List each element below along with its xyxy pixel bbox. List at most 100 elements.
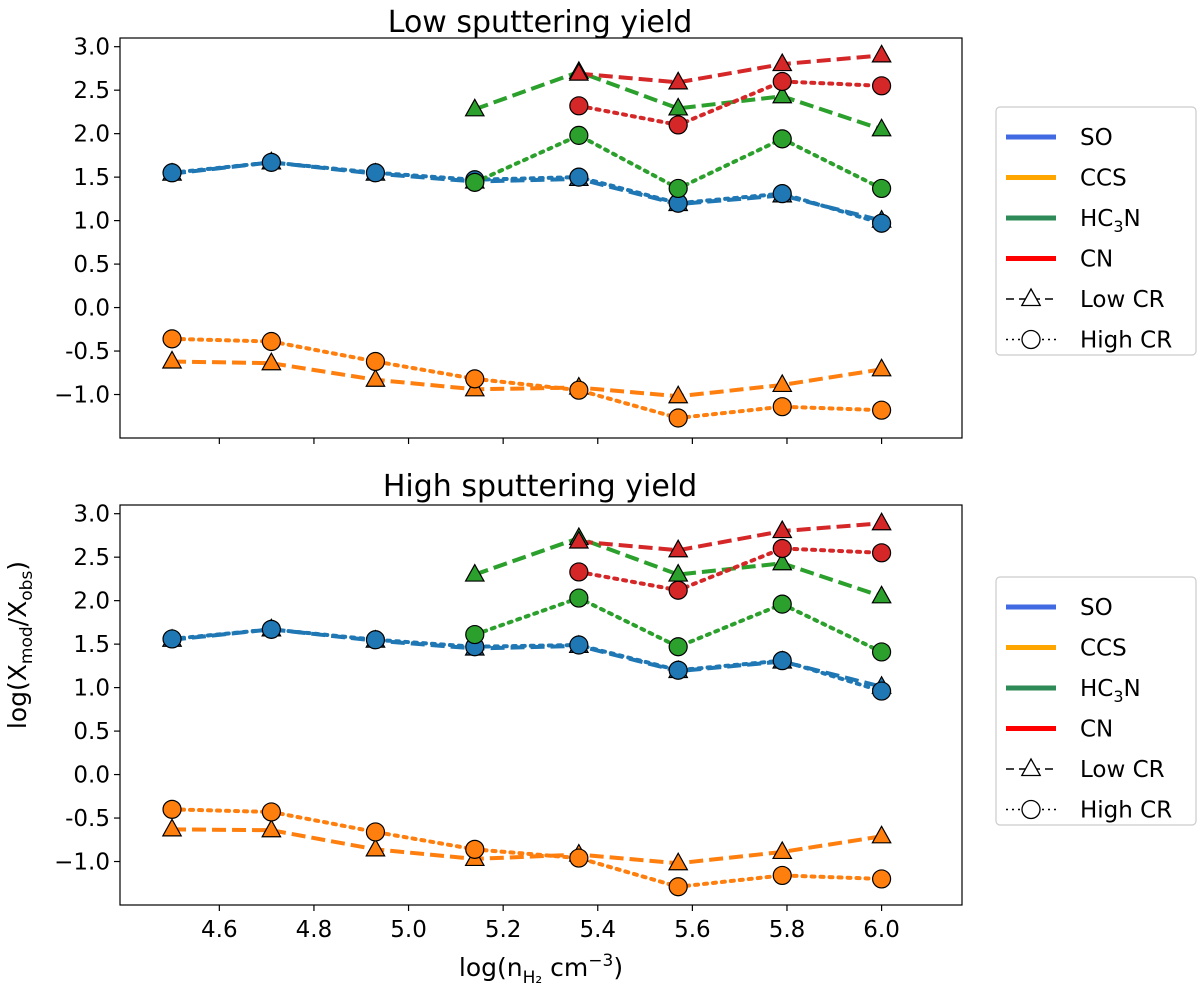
y-tick-label: 3.0 xyxy=(73,35,110,61)
legend-box xyxy=(995,576,1197,826)
marker-ccs-low-cr xyxy=(667,852,689,871)
y-tick-label: −1.0 xyxy=(54,850,110,876)
y-tick-label: 2.0 xyxy=(73,122,110,148)
marker-hc3n-high-cr xyxy=(465,172,485,192)
marker-ccs-high-cr xyxy=(668,408,688,428)
marker-ccs-high-cr xyxy=(871,400,892,420)
series-line-hc3n-low-cr xyxy=(474,69,883,132)
series-line-ccs-high-cr xyxy=(170,807,884,889)
series-line-hc3n-low-cr xyxy=(474,535,883,599)
y-tick-label: 1.5 xyxy=(73,165,110,191)
marker-so-high-cr xyxy=(365,163,386,183)
series-line-so-high-cr xyxy=(170,627,884,694)
series-markers xyxy=(161,44,892,428)
series-line-cn-high-cr xyxy=(576,79,884,128)
marker-hc3n-low-cr xyxy=(464,98,485,117)
marker-ccs-high-cr xyxy=(871,869,892,889)
legend-label-ccs: CCS xyxy=(1080,636,1127,662)
marker-hc3n-high-cr xyxy=(871,642,892,662)
x-tick-label: 5.0 xyxy=(390,917,427,943)
marker-cn-high-cr xyxy=(871,543,892,563)
marker-ccs-high-cr xyxy=(569,848,589,868)
series-lines xyxy=(170,53,884,421)
legend: SO CCS HC3N CN Low CR High CR xyxy=(995,576,1197,826)
y-axis-label: log(Xmod/Xobs) xyxy=(3,561,37,729)
legend-label-ccs: CCS xyxy=(1080,166,1127,192)
y-tick-label: 2.0 xyxy=(73,589,110,615)
marker-cn-high-cr xyxy=(668,580,688,600)
x-tick-label: 5.8 xyxy=(769,917,806,943)
marker-hc3n-low-cr xyxy=(772,552,793,571)
marker-ccs-high-cr xyxy=(365,351,386,372)
marker-ccs-low-cr xyxy=(261,351,282,371)
marker-so-high-cr xyxy=(871,213,892,233)
panel-title: High sputtering yield xyxy=(383,469,697,504)
marker-hc3n-high-cr xyxy=(668,637,688,657)
marker-so-high-cr xyxy=(569,635,589,655)
marker-ccs-low-cr xyxy=(161,818,183,837)
x-tick-label: 5.6 xyxy=(674,917,711,943)
panel-low-sputtering: Low sputtering yield 3.0 2.5 2.0 1.5 1.0 0.5 0… xyxy=(54,5,963,444)
marker-so-high-cr xyxy=(162,629,182,649)
marker-so-high-cr xyxy=(668,660,688,680)
marker-so-high-cr xyxy=(772,651,792,671)
marker-so-high-cr xyxy=(365,630,386,650)
legend-label-so: SO xyxy=(1080,125,1113,151)
marker-ccs-high-cr xyxy=(261,331,281,352)
x-tick-label: 4.8 xyxy=(296,917,333,943)
marker-ccs-high-cr xyxy=(465,369,485,389)
legend-box xyxy=(995,106,1197,356)
legend-label-low-cr: Low CR xyxy=(1080,287,1165,313)
y-tick-label: 1.0 xyxy=(73,676,110,702)
y-tick-label: −1.0 xyxy=(54,383,110,409)
marker-ccs-high-cr xyxy=(365,822,386,842)
x-tick-label: 6.0 xyxy=(863,917,900,943)
panel-high-sputtering: High sputtering yield 3.0 2.5 2.0 1.5 1.0 0.5… xyxy=(54,469,963,943)
marker-hc3n-low-cr xyxy=(871,118,892,137)
plot-frame xyxy=(119,504,963,906)
marker-hc3n-high-cr xyxy=(772,594,792,614)
legend-circle-icon xyxy=(1021,799,1041,820)
series-line-cn-high-cr xyxy=(576,546,884,593)
marker-ccs-high-cr xyxy=(465,839,485,859)
series-line-cn-low-cr xyxy=(578,53,882,85)
marker-ccs-low-cr xyxy=(667,385,689,404)
marker-cn-high-cr xyxy=(871,76,892,96)
legend-label-high-cr: High CR xyxy=(1080,328,1172,354)
marker-so-high-cr xyxy=(569,167,589,187)
marker-ccs-low-cr xyxy=(772,373,793,393)
x-axis: 4.6 4.8 5.0 5.2 5.4 5.6 5.8 6.0 xyxy=(201,905,900,943)
x-axis xyxy=(218,438,883,444)
legend-label-so: SO xyxy=(1080,595,1113,621)
plot-frame xyxy=(119,37,963,439)
legend-label-high-cr: High CR xyxy=(1080,798,1172,824)
legend-label-cn: CN xyxy=(1080,247,1113,273)
marker-so-high-cr xyxy=(871,681,892,701)
legend-label-low-cr: Low CR xyxy=(1080,757,1165,783)
marker-hc3n-low-cr xyxy=(667,97,689,116)
series-line-ccs-high-cr xyxy=(170,336,884,421)
marker-hc3n-low-cr xyxy=(464,563,485,582)
legend-triangle-icon xyxy=(1020,287,1042,307)
y-tick-label: -0.5 xyxy=(65,806,110,832)
marker-cn-low-cr xyxy=(568,62,590,81)
series-markers xyxy=(161,512,892,897)
marker-hc3n-high-cr xyxy=(772,129,792,149)
marker-ccs-high-cr xyxy=(668,877,688,897)
marker-ccs-low-cr xyxy=(365,838,386,857)
marker-cn-high-cr xyxy=(772,71,792,92)
marker-cn-high-cr xyxy=(772,538,792,559)
marker-ccs-low-cr xyxy=(365,368,386,387)
marker-hc3n-high-cr xyxy=(569,125,589,145)
marker-cn-high-cr xyxy=(569,562,589,582)
marker-hc3n-low-cr xyxy=(871,585,892,604)
marker-ccs-high-cr xyxy=(261,802,281,822)
legend-label-hc3n: HC3N xyxy=(1080,206,1141,236)
y-tick-label: 0.0 xyxy=(73,296,110,322)
marker-ccs-high-cr xyxy=(772,865,792,886)
legend-circle-icon xyxy=(1021,329,1041,350)
legend-label-cn: CN xyxy=(1080,717,1113,743)
y-tick-label: 1.0 xyxy=(73,209,110,235)
y-tick-label: 0.0 xyxy=(73,763,110,789)
y-axis: 3.0 2.5 2.0 1.5 1.0 0.5 0.0 -0.5 −1.0 xyxy=(54,502,120,876)
